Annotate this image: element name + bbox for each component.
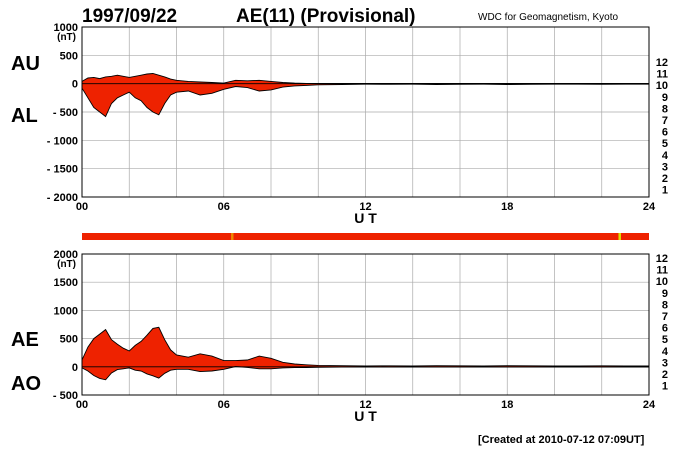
y-tick-label: - 1500 bbox=[47, 164, 78, 176]
station-label: 7 bbox=[662, 311, 668, 323]
x-tick-label: 18 bbox=[501, 399, 513, 411]
series-ae-line bbox=[81, 326, 649, 367]
station-label: 12 bbox=[656, 253, 668, 265]
unit-label: (nT) bbox=[57, 259, 76, 270]
station-label: 12 bbox=[656, 57, 668, 69]
plot-frame bbox=[81, 253, 650, 396]
station-label: 4 bbox=[662, 150, 669, 162]
x-axis-label: U T bbox=[354, 408, 377, 424]
y-tick-label: - 500 bbox=[53, 390, 78, 402]
x-axis-label: U T bbox=[354, 210, 377, 226]
index-label-ao: AO bbox=[11, 373, 41, 395]
station-label: 8 bbox=[662, 299, 668, 311]
x-tick-label: 24 bbox=[643, 399, 656, 411]
series-al-line bbox=[81, 83, 649, 118]
station-label: 10 bbox=[656, 80, 668, 92]
source-label: WDC for Geomagnetism, Kyoto bbox=[478, 12, 618, 23]
station-label: 2 bbox=[662, 369, 668, 381]
station-label: 5 bbox=[662, 334, 668, 346]
x-tick-label: 12 bbox=[359, 201, 371, 213]
y-tick-label: 500 bbox=[60, 50, 78, 62]
station-label: 6 bbox=[662, 323, 668, 335]
station-label: 3 bbox=[662, 357, 668, 369]
y-tick-label: - 500 bbox=[53, 107, 78, 119]
data-coverage-bar bbox=[82, 233, 649, 240]
y-tick-label: - 2000 bbox=[47, 192, 78, 204]
station-label: 2 bbox=[662, 173, 668, 185]
station-label: 9 bbox=[662, 92, 668, 104]
index-title: AE(11) (Provisional) bbox=[236, 6, 416, 27]
coverage-markers bbox=[231, 233, 621, 240]
y-tick-label: 1000 bbox=[54, 22, 78, 34]
x-tick-label: 24 bbox=[643, 201, 656, 213]
station-label: 10 bbox=[656, 276, 668, 288]
x-tick-label: 06 bbox=[218, 201, 230, 213]
lower-panel: 2000 1500 1000 500 0 - 500 (nT) 00 06 12 18 24 U T AE… bbox=[11, 249, 656, 424]
date-title: 1997/09/22 bbox=[82, 6, 177, 27]
y-tick-label: 500 bbox=[60, 334, 78, 346]
upper-panel: 1000 500 0 - 500 - 1000 - 1500 - 2000 (nT) 00 06 1… bbox=[11, 22, 656, 226]
index-label-al: AL bbox=[11, 105, 38, 127]
station-label: 5 bbox=[662, 138, 668, 150]
x-tick-label: 06 bbox=[218, 399, 230, 411]
coverage-marker bbox=[618, 233, 621, 240]
x-tick-label: 00 bbox=[76, 201, 88, 213]
station-label: 6 bbox=[662, 127, 668, 139]
y-tick-label: 1000 bbox=[54, 305, 78, 317]
y-tick-label: 2000 bbox=[54, 249, 78, 261]
index-label-ae: AE bbox=[11, 329, 39, 351]
station-label: 8 bbox=[662, 103, 668, 115]
station-label: 1 bbox=[662, 185, 668, 197]
y-tick-label: 0 bbox=[72, 362, 78, 374]
station-label: 3 bbox=[662, 161, 668, 173]
station-label: 9 bbox=[662, 288, 668, 300]
y-tick-label: 1500 bbox=[54, 277, 78, 289]
station-label: 7 bbox=[662, 115, 668, 127]
unit-label: (nT) bbox=[57, 32, 76, 43]
x-tick-label: 00 bbox=[76, 399, 88, 411]
station-label: 1 bbox=[662, 381, 668, 393]
station-label: 4 bbox=[662, 346, 669, 358]
station-label: 11 bbox=[656, 265, 668, 277]
x-tick-label: 18 bbox=[501, 201, 513, 213]
y-tick-label: - 1000 bbox=[47, 135, 78, 147]
index-label-au: AU bbox=[11, 53, 40, 75]
y-tick-label: 0 bbox=[72, 79, 78, 91]
created-timestamp: [Created at 2010-07-12 07:09UT] bbox=[478, 434, 645, 446]
station-label: 11 bbox=[656, 69, 668, 81]
plot-frame bbox=[81, 26, 650, 198]
coverage-marker bbox=[231, 233, 234, 240]
x-tick-label: 12 bbox=[359, 399, 371, 411]
